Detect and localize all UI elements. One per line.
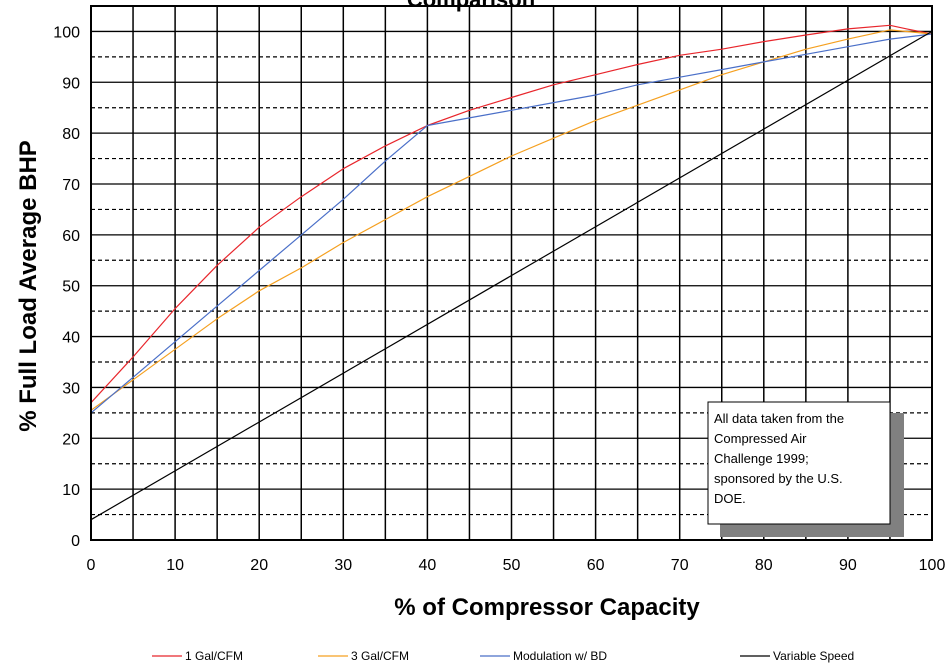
- y-tick-label: 0: [71, 533, 80, 550]
- x-tick-label: 90: [839, 557, 857, 574]
- annotation-line-1: All data taken from the: [714, 411, 844, 426]
- x-tick-label: 30: [334, 557, 352, 574]
- y-tick-label: 100: [53, 24, 80, 41]
- y-tick-label: 50: [62, 279, 80, 296]
- x-tick-label: 20: [250, 557, 268, 574]
- series-lines: [90, 24, 933, 521]
- series-line: [90, 30, 933, 521]
- annotation-line-3: Challenge 1999;: [714, 451, 809, 466]
- x-tick-label: 40: [419, 557, 437, 574]
- x-tick-label: 70: [671, 557, 689, 574]
- x-tick-label: 10: [166, 557, 184, 574]
- x-tick-label: 100: [919, 557, 946, 574]
- annotation-frame: [707, 401, 891, 525]
- plot-frame: [90, 5, 933, 541]
- x-tick-label: 80: [755, 557, 773, 574]
- legend-label: Variable Speed: [773, 649, 854, 663]
- legend: 1 Gal/CFM 3 Gal/CFM Modulation w/ BD Variab…: [152, 649, 854, 663]
- y-tick-label: 40: [62, 330, 80, 347]
- y-tick-label: 60: [62, 228, 80, 245]
- x-axis-title: % of Compressor Capacity: [394, 594, 700, 621]
- series-line: [90, 33, 933, 414]
- legend-label: 3 Gal/CFM: [351, 649, 409, 663]
- y-tick-label: 20: [62, 431, 80, 448]
- annotation-line-4: sponsored by the U.S.: [714, 471, 843, 486]
- y-tick-label: 30: [62, 380, 80, 397]
- y-tick-label: 90: [62, 75, 80, 92]
- legend-label: 1 Gal/CFM: [185, 649, 243, 663]
- y-axis-title: % Full Load Average BHP: [15, 140, 42, 432]
- x-tick-label: 0: [87, 557, 96, 574]
- annotation-box: All data taken from the Compressed Air C…: [707, 401, 904, 537]
- annotation-line-2: Compressed Air: [714, 431, 807, 446]
- series-line: [90, 24, 933, 404]
- chart-title: Comparison: [407, 0, 535, 12]
- y-tick-label: 10: [62, 482, 80, 499]
- annotation-line-5: DOE.: [714, 491, 746, 506]
- x-tick-label: 60: [587, 557, 605, 574]
- series-line: [90, 29, 933, 411]
- x-tick-label: 50: [503, 557, 521, 574]
- axis-frame: [90, 5, 933, 541]
- tick-labels: 0 10 20 30 40 50 60 70 80 90 100 0 10 20 30 40 50 60 70 80 9…: [53, 24, 945, 574]
- legend-label: Modulation w/ BD: [513, 649, 607, 663]
- y-tick-label: 70: [62, 177, 80, 194]
- y-tick-label: 80: [62, 126, 80, 143]
